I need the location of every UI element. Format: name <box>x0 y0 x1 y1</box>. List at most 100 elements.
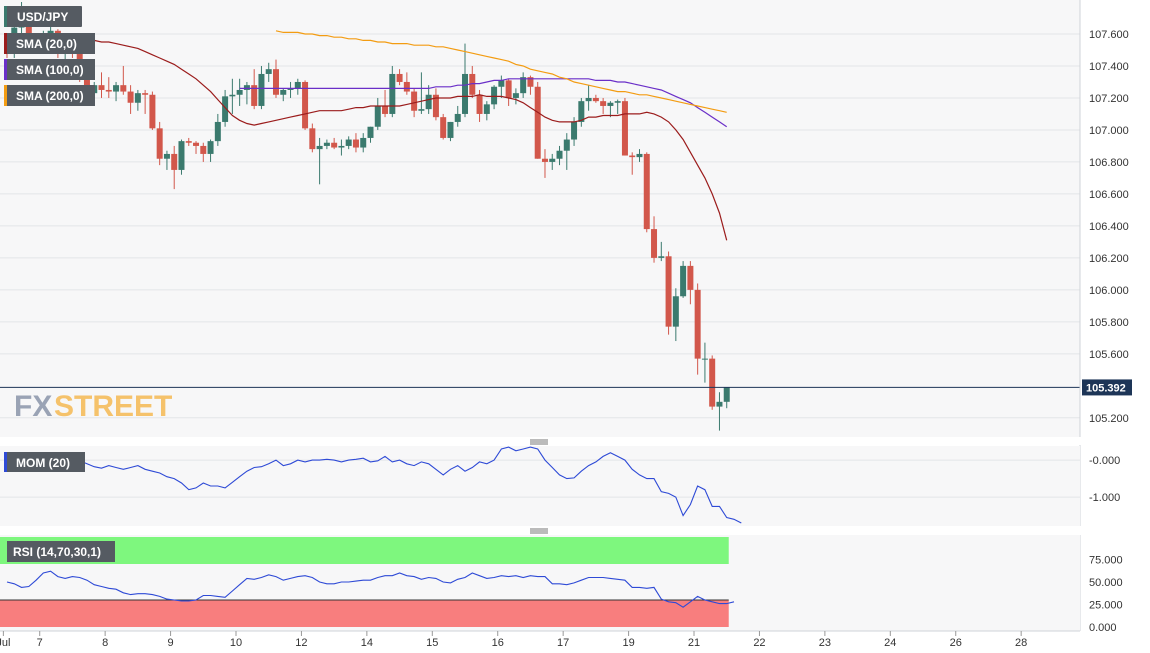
rsi-zones <box>0 537 729 627</box>
rsi-line <box>6 570 735 608</box>
price-tick-label: 106.000 <box>1089 285 1129 297</box>
candle-body <box>600 101 607 106</box>
candle-body <box>178 141 185 170</box>
candle-body <box>723 387 730 402</box>
momentum-tick-label: -0.000 <box>1089 455 1120 467</box>
indicator-color-swatch <box>4 33 7 54</box>
sma-100-line <box>239 78 728 128</box>
candle-body <box>396 73 403 82</box>
indicator-legend-text: SMA (200,0) <box>16 89 84 103</box>
momentum-tick-label: -1.000 <box>1089 492 1120 504</box>
candle-body <box>367 126 374 138</box>
candle-body <box>440 117 447 138</box>
indicator-legend-item[interactable]: SMA (200,0) <box>4 85 95 106</box>
price-tick-label: 107.400 <box>1089 61 1129 73</box>
candle-body <box>294 81 301 89</box>
candle-body <box>258 73 265 106</box>
candle-body <box>462 73 469 114</box>
candle-body <box>614 101 621 103</box>
candle-body <box>171 153 178 170</box>
rsi-tick-label: 0.000 <box>1089 622 1117 634</box>
time-axis[interactable]: Jul 7 8 9 10 12 14 15 16 17 19 21 22 23 24 26 28 <box>0 631 1027 649</box>
candle-body <box>498 80 505 87</box>
indicator-legend-text: SMA (100,0) <box>16 63 84 77</box>
symbol-label[interactable]: USD/JPY <box>4 6 82 27</box>
candle-body <box>563 139 570 151</box>
candle-body <box>680 265 687 297</box>
candle-body <box>527 77 534 87</box>
price-tick-label: 106.800 <box>1089 157 1129 169</box>
candle-body <box>592 97 599 102</box>
price-axis[interactable]: 107.600 107.400 107.200 107.000 106.800 106.6… <box>1079 0 1129 631</box>
time-tick-label: 21 <box>688 637 700 649</box>
time-tick-label: 17 <box>557 637 569 649</box>
time-tick-label: 26 <box>950 637 962 649</box>
rsi-legend[interactable]: RSI (14,70,30,1) <box>4 541 115 562</box>
candle-body <box>338 145 345 148</box>
candle-body <box>607 102 614 106</box>
price-tick-label: 107.200 <box>1089 93 1129 105</box>
candle-body <box>454 113 461 122</box>
candle-body <box>345 139 352 146</box>
candle-body <box>193 142 200 146</box>
rsi-tick-label: 50.000 <box>1089 577 1123 589</box>
pane-separator[interactable] <box>0 526 1150 535</box>
candle-body <box>352 139 359 148</box>
candle-body <box>476 94 483 114</box>
indicator-legend-text: SMA (20,0) <box>16 37 77 51</box>
candle-body <box>520 77 527 94</box>
candle-body <box>251 85 258 106</box>
candle-body <box>571 121 578 140</box>
indicator-legend-item[interactable]: SMA (100,0) <box>4 59 95 80</box>
indicator-legend-item[interactable]: SMA (20,0) <box>4 33 95 54</box>
candle-body <box>534 86 541 159</box>
candle-body <box>229 94 236 97</box>
symbol-text: USD/JPY <box>17 10 68 24</box>
price-tick-label: 106.200 <box>1089 253 1129 265</box>
rsi-label: RSI (14,70,30,1) <box>13 545 101 559</box>
rsi-overbought-zone <box>0 537 729 564</box>
time-tick-label: Jul <box>0 637 10 649</box>
momentum-line <box>6 446 742 524</box>
candle-body <box>236 89 243 95</box>
time-tick-label: 7 <box>37 637 43 649</box>
candle-body <box>709 358 716 407</box>
momentum-axis: -0.000 -1.000 <box>1089 455 1120 504</box>
current-price-line: 105.392 <box>0 379 1132 396</box>
candle-body <box>200 145 207 154</box>
candle-body <box>287 88 294 90</box>
momentum-grid <box>0 459 1080 498</box>
candle-body <box>643 153 650 230</box>
candle-body <box>185 141 192 143</box>
candle-body <box>222 96 229 122</box>
candle-body <box>163 153 170 159</box>
candle-body <box>636 153 643 158</box>
pane-separator[interactable] <box>0 437 1150 445</box>
time-tick-label: 16 <box>492 637 504 649</box>
candle-body <box>716 401 723 407</box>
indicator-color-swatch <box>4 85 7 106</box>
time-tick-label: 14 <box>361 637 373 649</box>
candle-body <box>549 158 556 162</box>
drag-handle-icon[interactable] <box>530 439 548 445</box>
momentum-pane-background <box>0 446 1080 526</box>
sma-200-line <box>275 30 727 113</box>
candle-body <box>687 265 694 290</box>
momentum-legend[interactable]: MOM (20) <box>4 452 85 472</box>
momentum-label: MOM (20) <box>16 456 70 470</box>
candle-body <box>156 128 163 159</box>
time-tick-label: 8 <box>102 637 108 649</box>
candle-body <box>585 97 592 102</box>
price-tick-label: 107.000 <box>1089 125 1129 137</box>
candle-body <box>280 89 287 95</box>
candle-body <box>629 155 636 158</box>
price-pane-background <box>0 0 1080 437</box>
indicator-legend[interactable]: SMA (20,0) SMA (100,0) SMA (200,0) <box>4 33 95 106</box>
candle-body <box>556 150 563 159</box>
candle-body <box>541 158 548 162</box>
candle-body <box>127 91 134 103</box>
candle-body <box>418 109 425 111</box>
time-tick-label: 10 <box>230 637 242 649</box>
drag-handle-icon[interactable] <box>530 528 548 534</box>
